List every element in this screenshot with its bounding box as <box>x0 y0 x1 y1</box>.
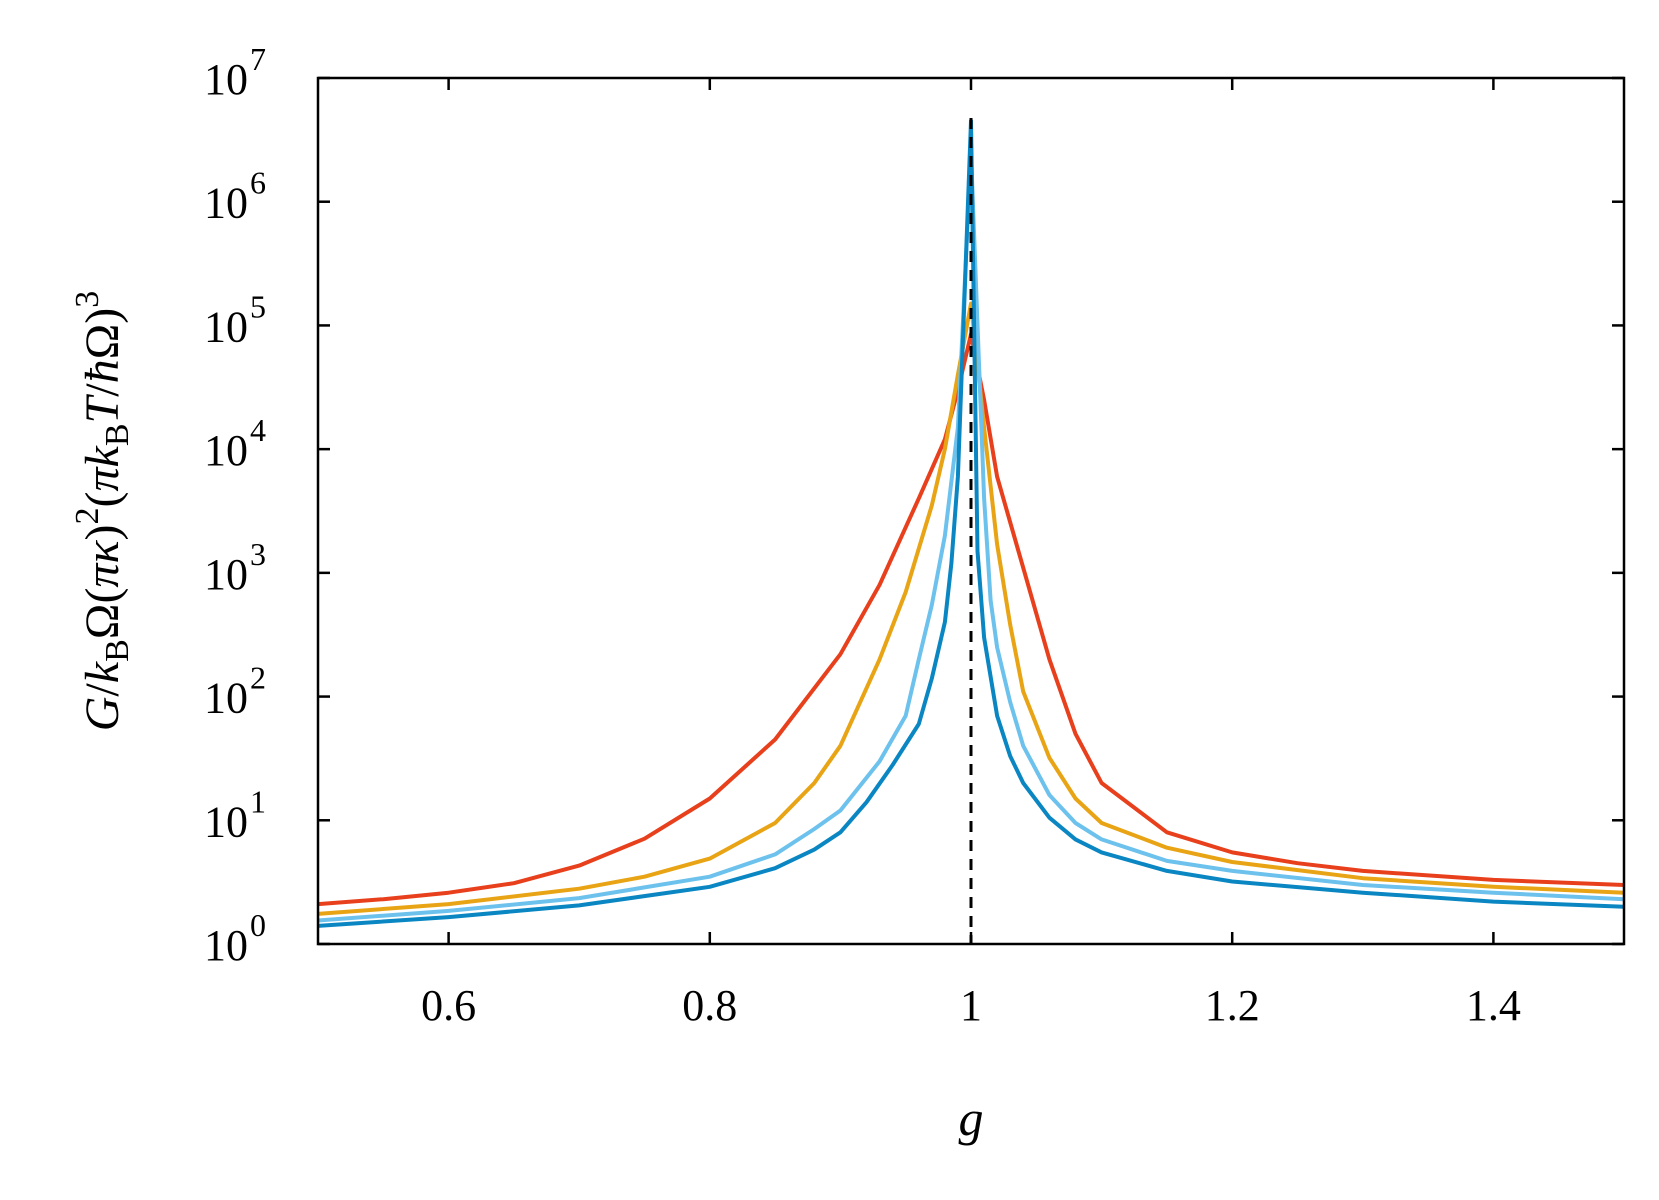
ylabel-omega: Ω( <box>76 588 129 640</box>
ylabel-close-paren: ) <box>76 524 129 540</box>
y-tick-exponent: 5 <box>250 288 266 324</box>
x-tick-label: 1 <box>960 981 982 1030</box>
x-tick-label: 1.4 <box>1466 981 1521 1030</box>
y-axis-label: G/kBΩ(πκ)2(πkBT/ħΩ)3 <box>69 291 136 731</box>
series-lines <box>318 118 1624 928</box>
ylabel-sup-2: 2 <box>69 507 106 524</box>
x-tick-label: 1.2 <box>1205 981 1260 1030</box>
ylabel-k: k <box>76 660 129 683</box>
ylabel-k-2: k <box>76 444 129 467</box>
series-line-1 <box>318 332 1624 907</box>
y-tick-label: 10 <box>204 921 248 970</box>
y-tick-label: 10 <box>204 55 248 104</box>
y-tick-exponent: 0 <box>250 907 266 943</box>
x-axis-label: g <box>959 1090 984 1146</box>
y-tick-exponent: 4 <box>250 412 266 448</box>
ylabel-hbar: ħ <box>76 359 129 383</box>
y-tick-exponent: 1 <box>250 783 266 819</box>
ylabel-T: T <box>76 393 129 423</box>
series-line-4 <box>318 118 1624 928</box>
y-tick-exponent: 7 <box>250 41 266 77</box>
ylabel-omega-2: Ω) <box>76 308 129 360</box>
ylabel-sub-b: B <box>99 639 136 662</box>
y-tick-exponent: 3 <box>250 536 266 572</box>
y-tick-label: 10 <box>204 302 248 351</box>
ylabel-pi: π <box>76 562 129 588</box>
x-tick-label: 0.6 <box>421 981 476 1030</box>
y-tick-label: 10 <box>204 426 248 475</box>
ylabel-sub-b-2: B <box>99 423 136 446</box>
y-tick-exponent: 2 <box>250 660 266 696</box>
ylabel-open-paren: ( <box>76 492 129 508</box>
y-tick-label: 10 <box>204 179 248 228</box>
ylabel-slash-2: / <box>76 383 129 397</box>
ylabel-slash: / <box>76 683 129 697</box>
x-axis: 0.6 0.8 1 1.2 1.4 <box>421 78 1521 1030</box>
x-tick-label: 0.8 <box>682 981 737 1030</box>
ylabel-kappa: κ <box>76 540 129 564</box>
ylabel-sup-3: 3 <box>69 291 106 308</box>
ylabel-G: G <box>76 697 129 732</box>
y-tick-label: 10 <box>204 797 248 846</box>
ylabel-pi-2: π <box>76 466 129 492</box>
y-tick-exponent: 6 <box>250 165 266 201</box>
y-tick-label: 10 <box>204 674 248 723</box>
y-tick-label: 10 <box>204 550 248 599</box>
